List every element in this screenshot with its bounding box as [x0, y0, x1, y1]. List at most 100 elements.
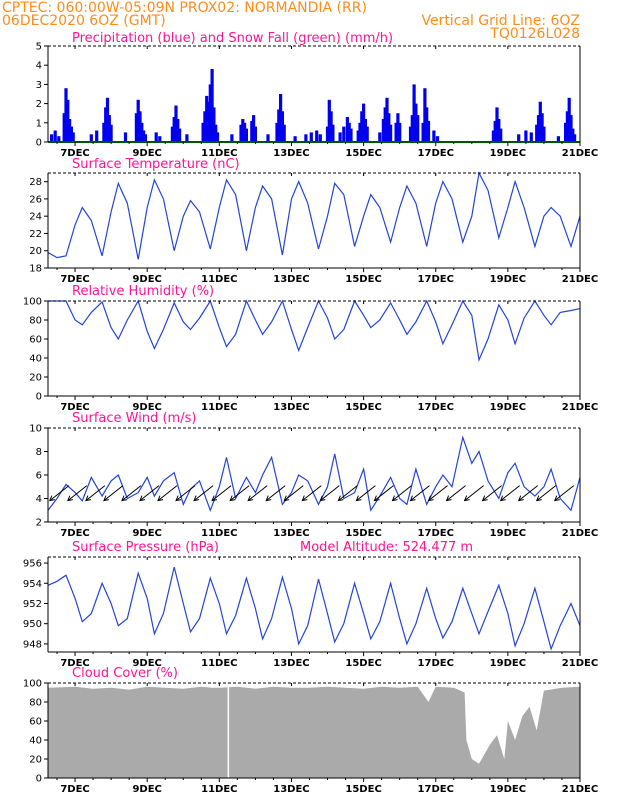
precip-bar: [538, 101, 542, 142]
precip-bar: [66, 99, 70, 142]
panel-title: Relative Humidity (%): [72, 284, 214, 299]
precip-bar: [206, 101, 211, 142]
precip-bar: [573, 134, 577, 142]
precipitation-panel: Precipitation (blue) and Snow Fall (gree…: [36, 31, 599, 159]
precip-bar: [154, 132, 158, 142]
wind-arrow: [554, 485, 575, 502]
wind-arrow-head: [517, 495, 524, 502]
precip-bar: [491, 130, 495, 142]
precip-bar: [432, 130, 436, 142]
precip-bar: [329, 111, 333, 142]
precip-bar: [358, 122, 362, 142]
wind-arrow-head: [121, 495, 128, 502]
x-tick-label: 15DEC: [345, 148, 381, 159]
precip-bar: [170, 126, 174, 142]
precip-bar: [423, 88, 427, 142]
wind-arrow: [283, 485, 304, 502]
x-tick-label: 21DEC: [562, 148, 598, 159]
precip-bar: [383, 107, 387, 142]
precip-bar: [53, 130, 57, 142]
wind-arrow-head: [535, 495, 542, 502]
x-tick-label: 13DEC: [273, 402, 309, 413]
wind-arrow: [139, 485, 160, 502]
wind-arrow-head: [67, 495, 73, 502]
y-tick-label: 2: [36, 518, 42, 529]
precip-bar: [105, 97, 110, 142]
precip-bar: [421, 122, 425, 142]
precip-bar: [50, 134, 54, 142]
wind-arrow-head: [445, 495, 452, 502]
precip-bar: [325, 126, 330, 142]
wind-arrow-head: [157, 495, 164, 502]
panel-title: Surface Pressure (hPa): [72, 540, 219, 555]
precip-bar: [412, 84, 416, 142]
precip-bar: [201, 122, 205, 142]
y-tick-label: 0: [36, 392, 42, 403]
x-tick-label: 17DEC: [418, 402, 454, 413]
y-tick-label: 60: [29, 717, 42, 728]
y-tick-label: 1: [36, 118, 42, 129]
precip-bar: [381, 119, 385, 142]
x-tick-label: 15DEC: [345, 402, 381, 413]
precip-bar: [109, 124, 113, 142]
wind-arrow-head: [481, 495, 488, 502]
precip-bar: [398, 122, 402, 142]
wind-arrow-head: [553, 495, 560, 502]
precip-bar: [230, 134, 234, 142]
wind-arrow: [392, 485, 412, 502]
precip-bar: [89, 134, 93, 142]
wind-arrow: [175, 485, 196, 502]
series-line: [47, 435, 581, 513]
wind-arrow: [301, 485, 322, 502]
y-tick-label: 100: [23, 297, 42, 308]
precip-bar: [493, 120, 497, 142]
wind-arrow-head: [409, 495, 416, 502]
wind-arrow-head: [391, 495, 398, 502]
precip-bar: [338, 132, 342, 142]
precip-bar: [212, 107, 216, 142]
precip-bar: [69, 126, 73, 142]
y-tick-label: 40: [29, 736, 42, 747]
precip-bar: [178, 128, 182, 142]
precip-bar: [142, 130, 146, 142]
precip-bar: [253, 126, 257, 142]
y-tick-label: 2: [36, 99, 42, 110]
y-tick-label: 80: [29, 698, 42, 709]
x-tick-label: 17DEC: [418, 148, 454, 159]
header-grid-line: Vertical Grid Line: 6OZ: [421, 13, 580, 29]
x-tick-label: 19DEC: [490, 402, 526, 413]
x-tick-label: 15DEC: [345, 528, 381, 539]
precip-bar: [95, 130, 99, 142]
x-tick-label: 13DEC: [273, 784, 309, 795]
precip-bar: [564, 122, 568, 142]
x-tick-label: 9DEC: [132, 402, 161, 413]
precip-bar: [535, 124, 539, 142]
x-tick-label: 17DEC: [418, 658, 454, 669]
precip-bar: [315, 130, 319, 142]
wind-arrow-head: [337, 495, 344, 502]
precip-bar: [174, 105, 178, 142]
x-tick-label: 21DEC: [562, 274, 598, 285]
wind-arrow: [103, 485, 124, 502]
precip-bar: [203, 111, 207, 142]
y-tick-label: 18: [29, 264, 42, 275]
header-run-date: 06DEC2020 6OZ (GMT): [2, 13, 166, 29]
precip-bar: [214, 124, 218, 142]
y-tick-label: 22: [29, 229, 42, 240]
precip-bar: [57, 136, 61, 142]
x-tick-label: 17DEC: [418, 784, 454, 795]
precip-bar: [143, 134, 147, 142]
wind-arrow: [464, 485, 484, 502]
y-tick-label: 20: [29, 373, 42, 384]
x-tick-label: 13DEC: [273, 528, 309, 539]
wind-arrow: [410, 485, 430, 502]
x-tick-label: 9DEC: [132, 148, 161, 159]
x-tick-label: 9DEC: [132, 784, 161, 795]
y-tick-label: 24: [29, 212, 42, 223]
precip-bar: [345, 117, 349, 142]
wind-arrow: [211, 485, 232, 502]
precip-bar: [185, 134, 189, 142]
precip-bar: [244, 128, 248, 142]
y-tick-label: 954: [23, 579, 42, 590]
x-tick-label: 7DEC: [60, 274, 89, 285]
